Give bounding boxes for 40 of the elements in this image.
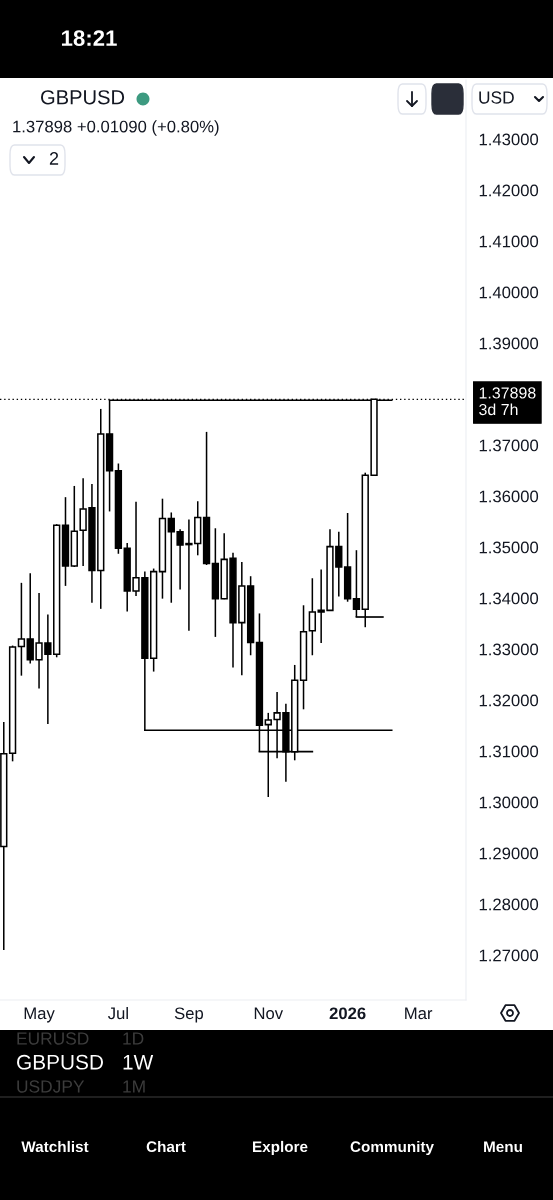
annotation: 2 (49, 152, 59, 165)
text: 18:21 (61, 30, 117, 46)
y-tick-label: 1.37000 (479, 439, 539, 452)
y-tick-label: 1.31000 (479, 745, 539, 758)
x-tick-label: Nov (254, 1007, 284, 1020)
text: 1D (123, 1032, 144, 1045)
y-tick-label: 1.30000 (479, 796, 539, 809)
ref-line-label: 1.37898 3d 7h (479, 387, 536, 416)
text: USD (479, 91, 514, 104)
y-tick-label: 1.35000 (479, 541, 539, 554)
y-tick-label: 1.39000 (479, 337, 539, 350)
x-tick-label: Jul (108, 1006, 128, 1020)
y-tick-label: 1.42000 (479, 184, 539, 197)
y-tick-label: 1.41000 (479, 235, 539, 248)
text: GBPUSD (17, 1054, 103, 1070)
y-tick-label: 1.27000 (479, 949, 539, 962)
x-tick-label: May (24, 1007, 55, 1023)
text: Community (350, 1140, 434, 1156)
x-tick-label: 2026 (329, 1007, 366, 1020)
y-tick-label: 1.43000 (479, 133, 539, 146)
y-tick-label: 1.28000 (479, 898, 539, 911)
chart-title: GBPUSD (41, 90, 125, 105)
y-tick-label: 1.33000 (479, 643, 539, 656)
text: USDJPY (17, 1080, 85, 1093)
text: Chart (146, 1140, 186, 1153)
text: 1.37898 +0.01090 (+0.80%) (13, 120, 219, 136)
y-tick-label: 1.40000 (479, 286, 539, 299)
x-tick-label: Sep (174, 1007, 204, 1023)
candlestick (17, 582, 26, 677)
text: 1W (123, 1055, 154, 1070)
text: Menu (484, 1141, 522, 1153)
y-tick-label: 1.34000 (479, 592, 539, 605)
y-tick-label: 1.29000 (479, 847, 539, 860)
text: Watchlist (21, 1140, 89, 1153)
text: Explore (253, 1140, 308, 1156)
y-tick-label: 1.32000 (479, 694, 539, 707)
text: 1M (123, 1080, 145, 1093)
y-tick-label: 1.36000 (479, 490, 539, 503)
text: EURUSD (17, 1032, 89, 1045)
x-tick-label: Mar (405, 1007, 433, 1020)
